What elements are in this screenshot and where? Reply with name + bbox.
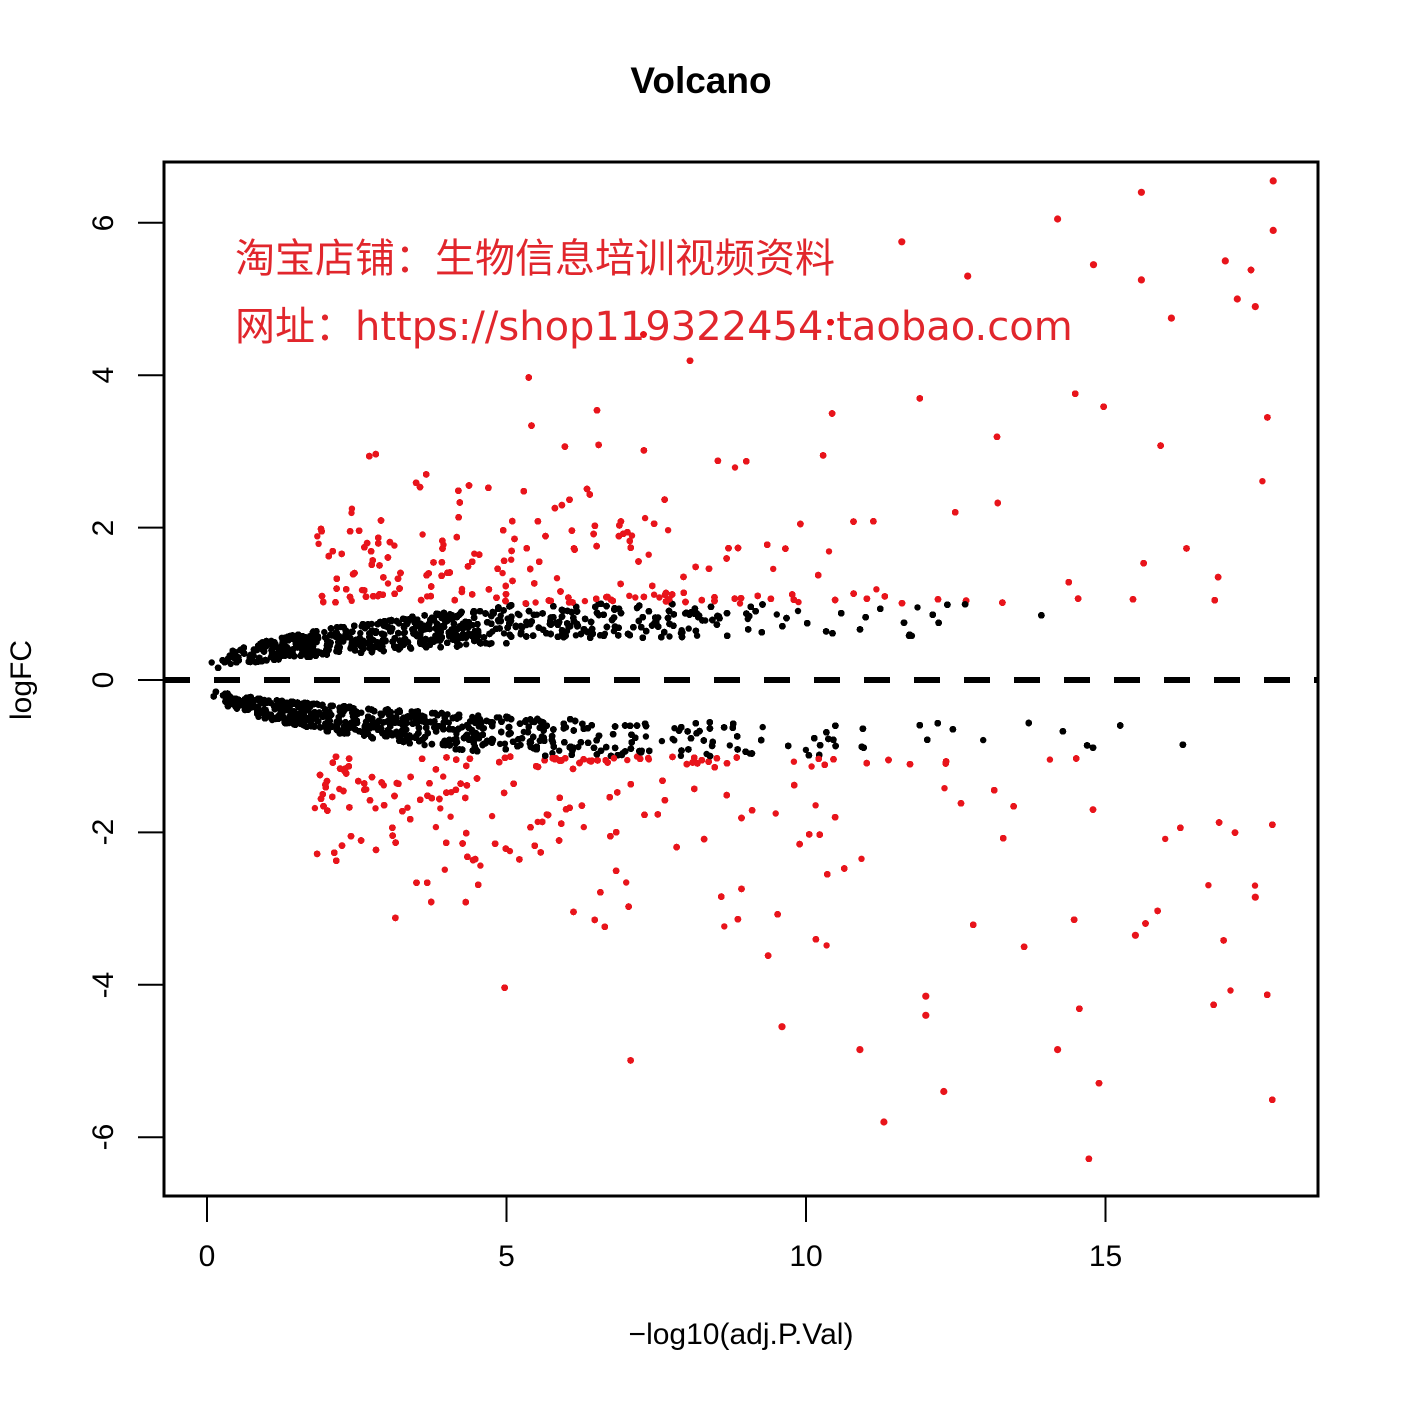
- y-tick-label: -6: [87, 1123, 120, 1151]
- y-axis-label: logFC: [5, 639, 38, 721]
- y-tick-label: 4: [87, 366, 120, 384]
- y-tick-label: 2: [87, 519, 120, 536]
- chart-title: Volcano: [630, 60, 772, 101]
- watermark-shop-name: 淘宝店铺：生物信息培训视频资料: [235, 236, 835, 282]
- x-tick-label: 15: [1088, 1240, 1123, 1273]
- data-points: [208, 177, 1277, 1163]
- x-tick-label: 5: [498, 1240, 515, 1273]
- y-axis-ticks: [138, 221, 164, 1139]
- y-tick-label: 6: [87, 214, 120, 232]
- watermark-url: 网址：https://shop119322454.taobao.com: [235, 304, 1073, 350]
- y-tick-label: 0: [87, 671, 120, 689]
- x-tick-label: 10: [789, 1240, 823, 1273]
- x-axis-ticks: [206, 1196, 1107, 1222]
- y-tick-label: -4: [87, 971, 120, 999]
- x-axis-label: −log10(adj.P.Val): [628, 1318, 854, 1351]
- y-tick-label: -2: [87, 819, 120, 846]
- x-tick-label: 0: [198, 1240, 216, 1273]
